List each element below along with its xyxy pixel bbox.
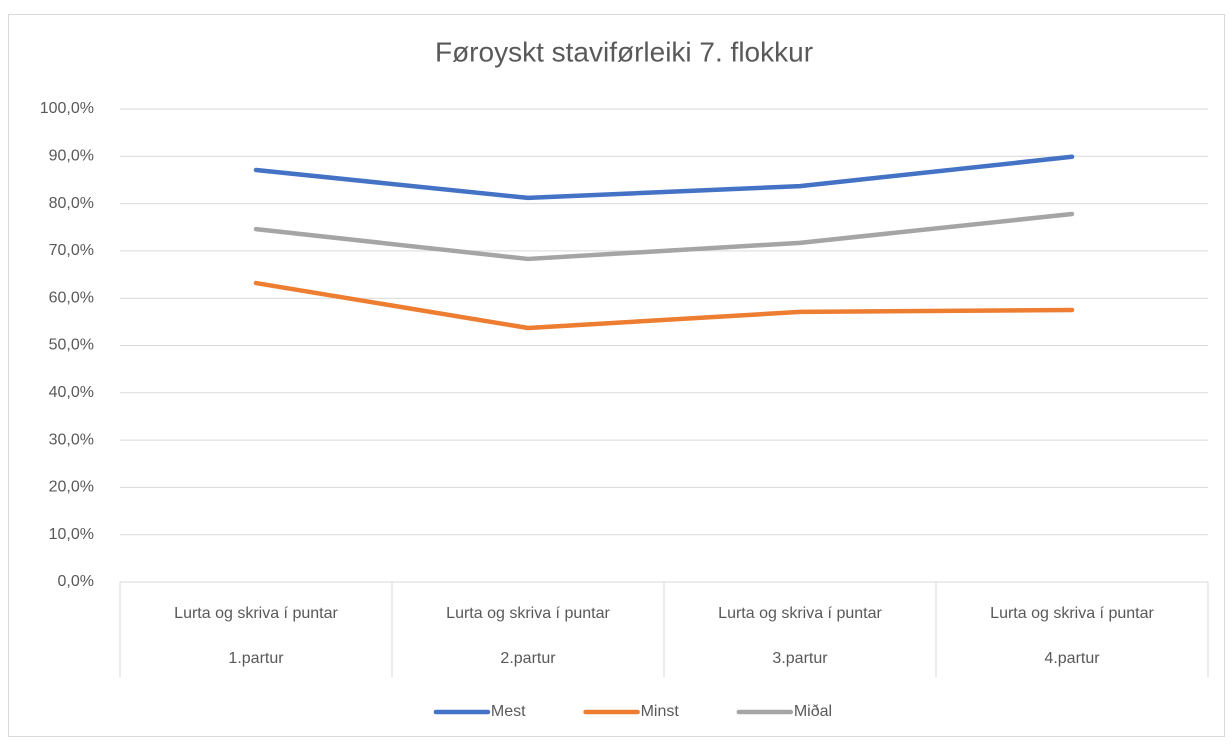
chart-border: [8, 14, 1225, 737]
y-tick-label: 60,0%: [49, 289, 94, 306]
y-tick-label: 0,0%: [58, 573, 94, 590]
y-tick-label: 20,0%: [49, 479, 94, 496]
x-tick-label: Lurta og skriva í puntar: [718, 605, 882, 622]
y-tick-label: 10,0%: [49, 526, 94, 543]
series-line: [253, 211, 1075, 262]
x-tick-label: Lurta og skriva í puntar: [446, 605, 610, 622]
y-tick-label: 40,0%: [49, 384, 94, 401]
x-tick-label: 4.partur: [1044, 650, 1100, 667]
y-tick-label: 30,0%: [49, 431, 94, 448]
series-line: [253, 280, 1075, 331]
chart-title: Føroyskt staviførleiki 7. flokkur: [435, 36, 813, 67]
series-line: [253, 154, 1075, 201]
y-tick-label: 100,0%: [40, 100, 94, 117]
x-tick-label: 3.partur: [772, 650, 828, 667]
y-tick-label: 50,0%: [49, 337, 94, 354]
y-tick-label: 90,0%: [49, 148, 94, 165]
x-tick-label: Lurta og skriva í puntar: [174, 605, 338, 622]
x-tick-label: 2.partur: [500, 650, 556, 667]
legend-label: Mest: [491, 703, 526, 720]
legend-label: Minst: [641, 703, 680, 720]
y-tick-label: 80,0%: [49, 195, 94, 212]
y-tick-label: 70,0%: [49, 242, 94, 259]
x-tick-label: Lurta og skriva í puntar: [990, 605, 1154, 622]
legend-label: Miðal: [794, 703, 832, 720]
x-tick-label: 1.partur: [228, 650, 284, 667]
